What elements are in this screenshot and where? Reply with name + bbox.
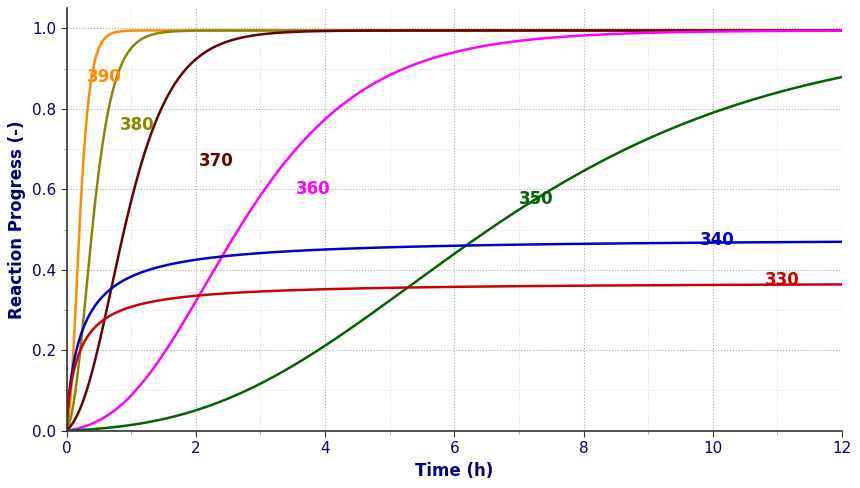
Text: 390: 390: [87, 68, 122, 86]
Text: 370: 370: [199, 152, 234, 170]
Text: 340: 340: [700, 231, 734, 248]
Text: 350: 350: [519, 190, 554, 208]
Text: 380: 380: [120, 116, 154, 134]
X-axis label: Time (h): Time (h): [415, 462, 494, 480]
Text: 360: 360: [296, 181, 330, 198]
Y-axis label: Reaction Progress (-): Reaction Progress (-): [9, 120, 27, 319]
Text: 330: 330: [765, 271, 799, 289]
